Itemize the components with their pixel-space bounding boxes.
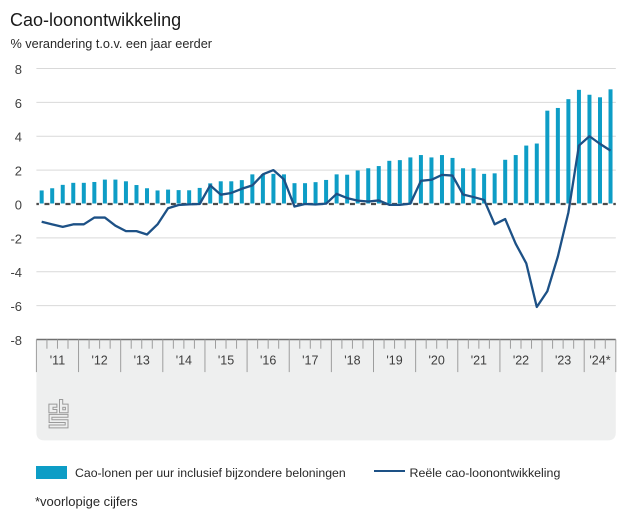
svg-text:-4: -4 [10, 265, 22, 280]
svg-text:'20: '20 [429, 354, 445, 368]
svg-text:6: 6 [15, 96, 22, 111]
svg-text:'18: '18 [344, 354, 360, 368]
svg-text:'17: '17 [302, 354, 318, 368]
svg-text:'21: '21 [471, 354, 487, 368]
svg-text:8: 8 [15, 62, 22, 77]
svg-text:'11: '11 [50, 354, 65, 368]
svg-text:'22: '22 [513, 354, 529, 368]
svg-text:'12: '12 [91, 354, 107, 368]
svg-text:-8: -8 [10, 333, 22, 348]
svg-text:0: 0 [15, 197, 22, 212]
svg-text:'23: '23 [555, 354, 571, 368]
svg-text:-2: -2 [10, 231, 22, 246]
svg-text:-6: -6 [10, 299, 22, 314]
svg-text:'15: '15 [218, 354, 234, 368]
svg-text:'19: '19 [386, 354, 402, 368]
svg-text:'14: '14 [176, 354, 192, 368]
svg-text:'24*: '24* [589, 354, 610, 368]
svg-text:2: 2 [15, 164, 22, 179]
svg-text:'16: '16 [260, 354, 276, 368]
svg-text:4: 4 [15, 130, 22, 145]
svg-text:'13: '13 [134, 354, 150, 368]
